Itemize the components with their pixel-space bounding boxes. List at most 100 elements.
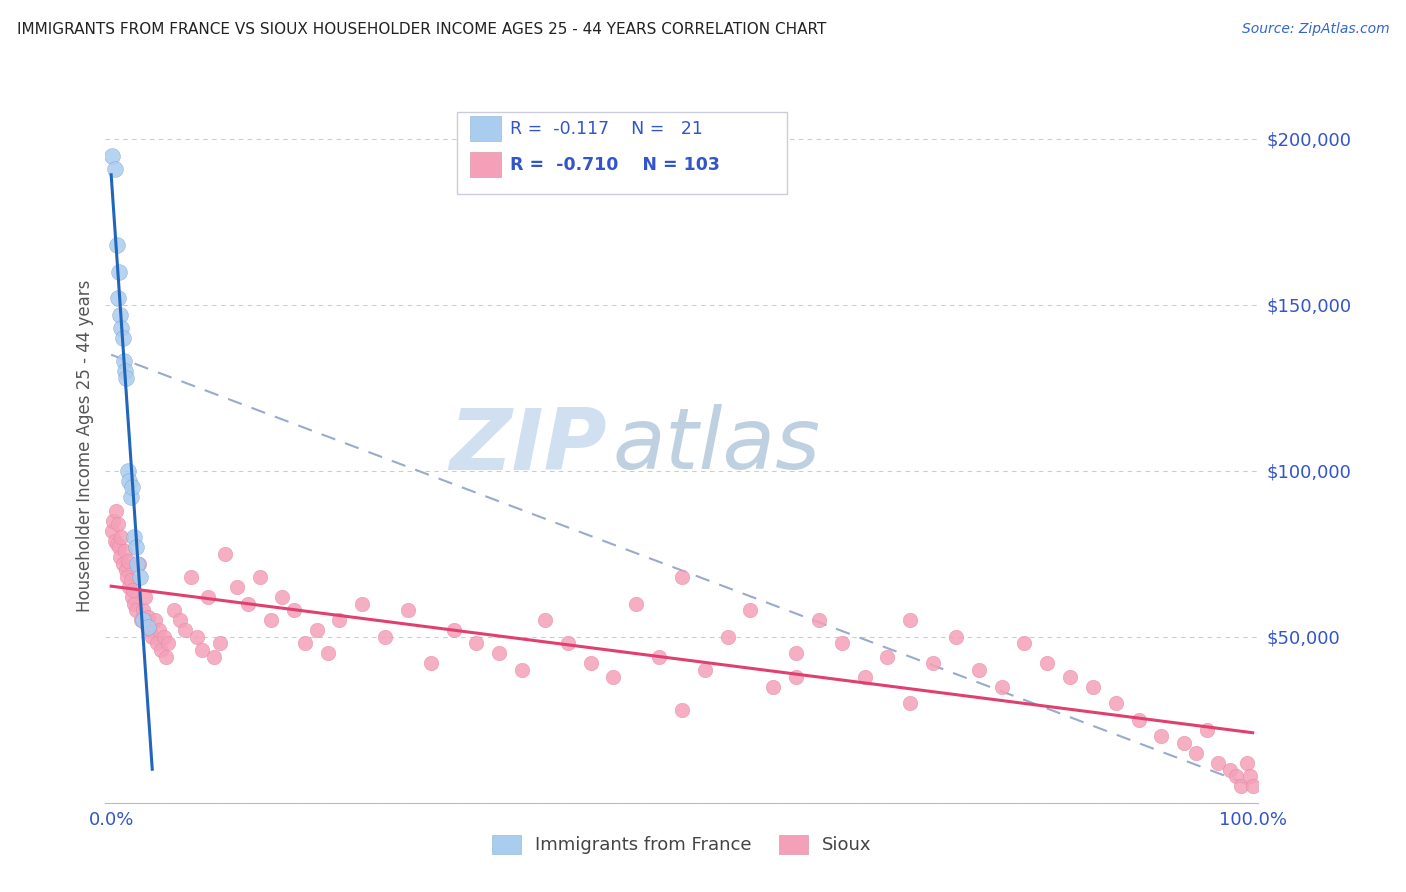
Point <box>898 613 921 627</box>
Point <box>105 537 128 551</box>
Point <box>157 636 180 650</box>
Point <box>967 663 990 677</box>
Point <box>671 703 693 717</box>
Point <box>945 630 967 644</box>
Point <box>1219 763 1241 777</box>
Point <box>1150 730 1173 744</box>
Point <box>125 540 148 554</box>
Point <box>115 371 138 385</box>
Point <box>110 321 132 335</box>
Point <box>648 649 671 664</box>
Point <box>488 647 510 661</box>
Point <box>534 613 557 627</box>
Point <box>316 647 339 661</box>
Point <box>110 550 132 565</box>
Point <box>186 630 208 644</box>
Point <box>1105 696 1128 710</box>
Point <box>118 580 141 594</box>
Point <box>922 657 945 671</box>
Point <box>120 574 142 588</box>
Text: atlas: atlas <box>613 404 821 488</box>
Point <box>148 624 170 638</box>
Point <box>1225 769 1247 783</box>
Point <box>283 603 305 617</box>
Point <box>117 553 139 567</box>
Point <box>163 603 186 617</box>
Point <box>557 636 579 650</box>
Point <box>1195 723 1218 737</box>
Point <box>294 636 316 650</box>
Point <box>352 597 374 611</box>
Point <box>101 524 124 538</box>
Point <box>236 597 259 611</box>
Point <box>1173 736 1195 750</box>
Point <box>1230 779 1253 793</box>
Point <box>1128 713 1150 727</box>
Point <box>180 570 202 584</box>
Point <box>122 530 145 544</box>
Point <box>136 620 159 634</box>
Point <box>579 657 602 671</box>
Point <box>110 530 132 544</box>
Point <box>143 613 166 627</box>
Point <box>328 613 350 627</box>
Point <box>1241 779 1264 793</box>
Point <box>122 597 145 611</box>
Point <box>110 308 132 322</box>
Point <box>107 516 129 531</box>
Point <box>1014 636 1036 650</box>
Point <box>990 680 1012 694</box>
Y-axis label: Householder Income Ages 25 - 44 years: Householder Income Ages 25 - 44 years <box>76 280 94 612</box>
Point <box>150 643 173 657</box>
Point <box>740 603 762 617</box>
Point <box>853 670 876 684</box>
Point <box>762 680 785 694</box>
Point <box>105 238 128 252</box>
Point <box>132 613 155 627</box>
Point <box>197 590 219 604</box>
Point <box>671 570 693 584</box>
Point <box>716 630 738 644</box>
Point <box>1036 657 1059 671</box>
Point <box>108 265 131 279</box>
Point <box>510 663 533 677</box>
Point <box>141 630 163 644</box>
Point <box>208 636 231 650</box>
Point <box>108 540 131 554</box>
Point <box>807 613 830 627</box>
Point <box>128 557 150 571</box>
Point <box>1239 769 1261 783</box>
Point <box>112 354 135 368</box>
Point <box>115 570 138 584</box>
Point <box>134 590 156 604</box>
Point <box>155 649 177 664</box>
Point <box>125 603 148 617</box>
Point <box>174 624 197 638</box>
Point <box>443 624 465 638</box>
Legend: Immigrants from France, Sioux: Immigrants from France, Sioux <box>485 828 879 862</box>
Point <box>104 504 127 518</box>
Point <box>118 474 141 488</box>
Point <box>169 613 191 627</box>
Point <box>1184 746 1206 760</box>
Point <box>121 590 143 604</box>
Point <box>785 647 807 661</box>
Text: Source: ZipAtlas.com: Source: ZipAtlas.com <box>1241 22 1389 37</box>
Point <box>419 657 441 671</box>
Point <box>225 580 247 594</box>
Point <box>785 670 807 684</box>
Text: R =  -0.117    N =   21: R = -0.117 N = 21 <box>510 120 703 138</box>
Text: R =  -0.710    N = 103: R = -0.710 N = 103 <box>510 156 720 174</box>
Point <box>132 603 155 617</box>
Point <box>1208 756 1230 770</box>
Point <box>374 630 396 644</box>
Point <box>271 590 294 604</box>
Point <box>898 696 921 710</box>
Point <box>1081 680 1104 694</box>
Point <box>831 636 853 650</box>
Point <box>152 630 174 644</box>
Point <box>305 624 328 638</box>
Point <box>128 570 150 584</box>
Point <box>876 649 898 664</box>
Point <box>202 649 225 664</box>
